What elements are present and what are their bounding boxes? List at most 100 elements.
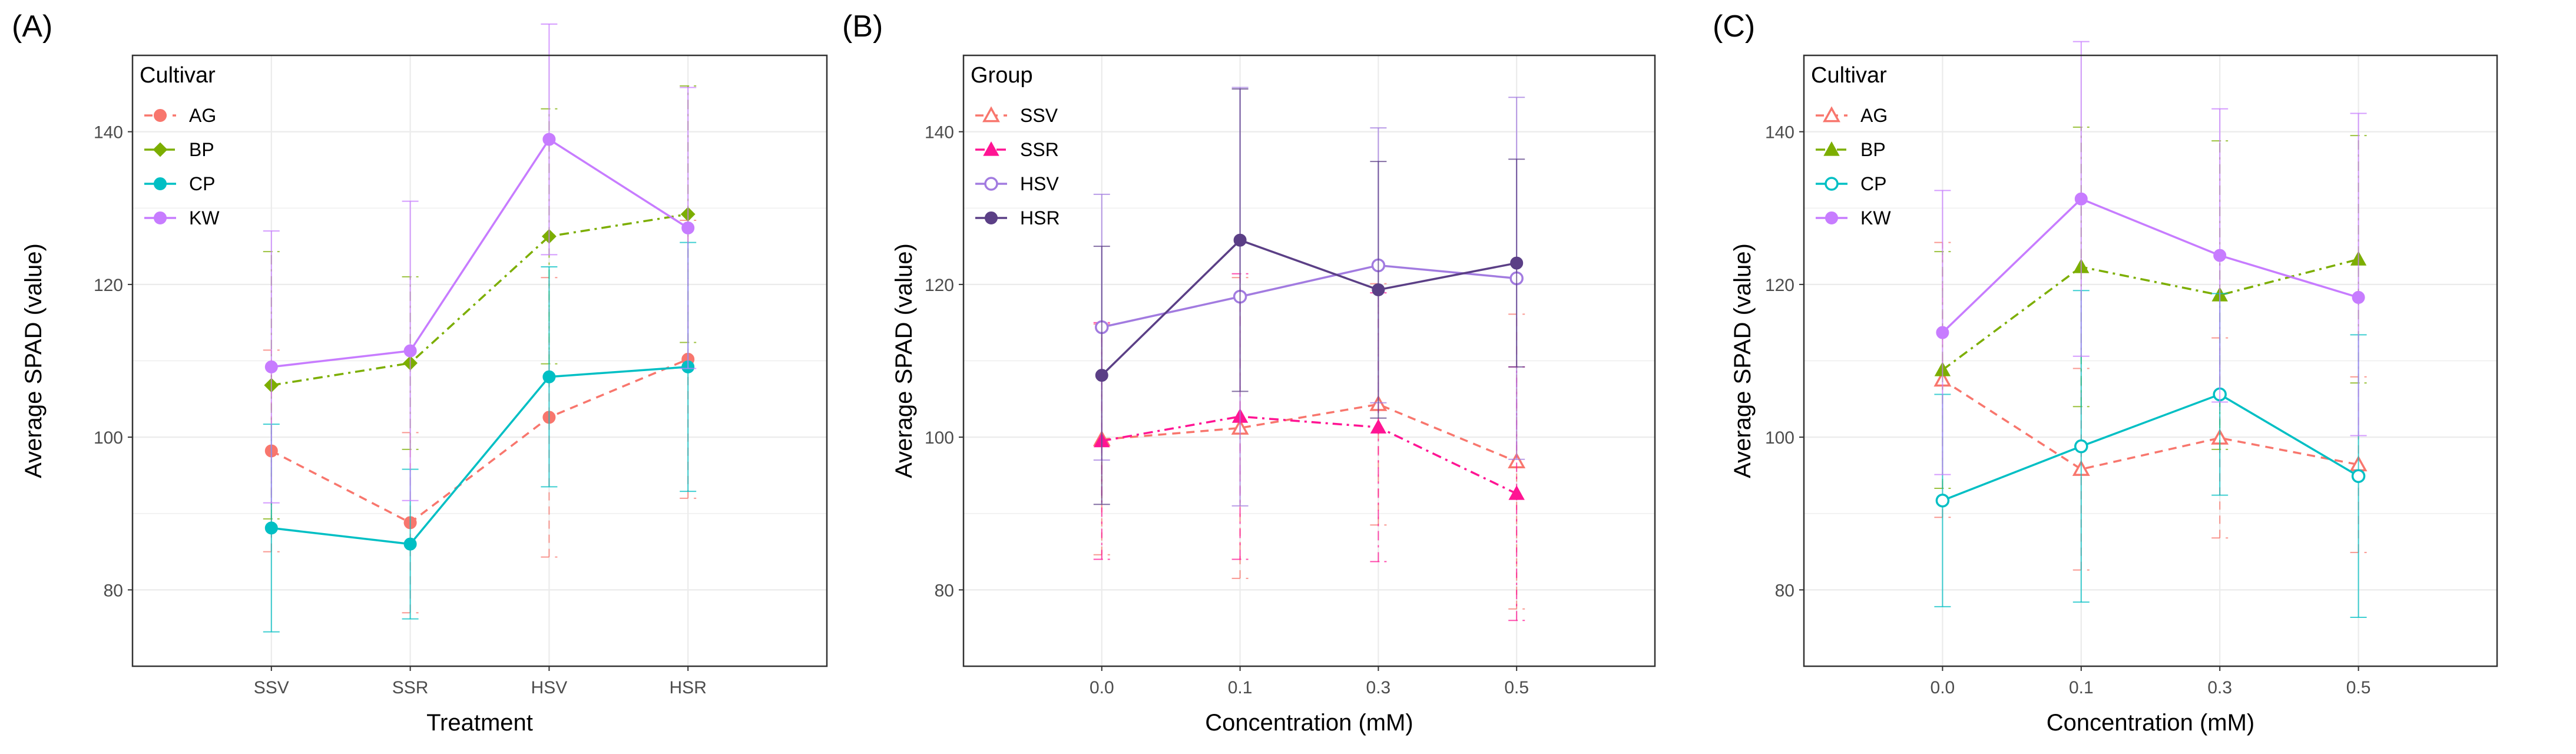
series-line [1101, 264, 1517, 329]
series-line [1101, 239, 1517, 376]
legend-key-marker [153, 142, 168, 157]
legend-key-marker [1823, 141, 1840, 156]
legend-key-marker [1823, 106, 1840, 123]
legend: Cultivar AG BP CP KW [1811, 63, 1891, 229]
x-tick-label: 0.0 [1931, 678, 1955, 697]
y-tick-label: 80 [104, 581, 123, 600]
x-tick-label: SSV [254, 678, 289, 697]
y-axis-title: Average SPAD (value) [891, 243, 917, 478]
legend-key-marker [1825, 211, 1838, 224]
data-point [264, 521, 278, 535]
legend-item: AG [1816, 105, 1888, 126]
series-HSR [1093, 88, 1525, 505]
legend-key-marker [983, 141, 999, 156]
data-point [2074, 192, 2088, 206]
series-line [1942, 393, 2359, 502]
x-tick-label: 0.5 [2346, 678, 2371, 697]
series-KW [1934, 41, 2367, 475]
panel-label: (A) [12, 9, 52, 44]
data-point [1935, 493, 1950, 508]
y-axis-title: Average SPAD (value) [1730, 243, 1756, 478]
data-point [403, 344, 417, 358]
y-tick-label: 100 [925, 428, 954, 448]
data-point [1370, 419, 1387, 434]
y-tick-label: 120 [1765, 276, 1794, 295]
y-tick-label: 120 [925, 276, 954, 295]
data-point [542, 370, 556, 383]
legend-title: Cultivar [1811, 63, 1887, 88]
y-axis-title: Average SPAD (value) [21, 243, 47, 478]
legend-label: AG [189, 105, 216, 126]
legend-label: BP [1860, 139, 1886, 160]
legend-item: HSR [975, 207, 1060, 229]
y-tick-label: 140 [1765, 123, 1794, 143]
data-point [2074, 439, 2088, 454]
series-line [270, 358, 688, 524]
legend-item: KW [144, 207, 220, 229]
x-tick-label: HSR [670, 678, 707, 697]
legend-item: SSV [975, 105, 1058, 126]
legend-label: AG [1860, 105, 1888, 126]
panel-border [962, 54, 1656, 667]
series-CP [1934, 290, 2367, 619]
legend-label: HSR [1020, 207, 1060, 229]
error-bar [2350, 113, 2367, 436]
x-tick-label: 0.3 [1366, 678, 1391, 697]
data-point [542, 133, 556, 146]
series-line [1101, 403, 1517, 463]
x-axis-title: Concentration (mM) [2047, 710, 2254, 736]
legend: Cultivar AG BP CP KW [140, 63, 220, 229]
legend-label: SSV [1020, 105, 1058, 126]
legend-item: HSV [975, 173, 1059, 194]
y-tick-label: 120 [94, 276, 123, 295]
legend-item: BP [144, 139, 214, 160]
panel-border [1803, 54, 2498, 667]
x-tick-label: 0.3 [2207, 678, 2232, 697]
legend-key-marker [154, 177, 167, 190]
data-point [1372, 283, 1385, 296]
series-line [1101, 415, 1517, 495]
series-line [271, 213, 688, 386]
data-point [403, 537, 417, 551]
legend-key-marker [985, 211, 998, 224]
legend-label: CP [1860, 173, 1886, 194]
legend-label: BP [189, 139, 214, 160]
data-point [1233, 233, 1247, 247]
data-point [681, 221, 695, 234]
series-line [1942, 197, 2359, 333]
data-point [1508, 485, 1525, 500]
legend-item: BP [1816, 139, 1886, 160]
series-KW [263, 23, 697, 504]
data-point [264, 360, 278, 373]
data-point [2213, 249, 2227, 262]
legend-key-marker [984, 177, 998, 191]
series-line [271, 138, 689, 368]
legend: Group SSV SSR HSV HSR [971, 63, 1060, 229]
series-line [271, 366, 688, 545]
x-tick-label: 0.1 [1228, 678, 1253, 697]
legend-item: CP [1816, 173, 1886, 194]
chart-panel-2: 80 100 120 140 0.0 0.1 0.3 0.5 Concentration (mM… [842, 9, 1656, 736]
y-tick-label: 80 [1775, 581, 1794, 600]
x-axis-title: Concentration (mM) [1205, 710, 1413, 736]
legend-label: KW [1860, 207, 1891, 229]
y-tick-label: 80 [935, 581, 954, 600]
x-tick-label: HSV [531, 678, 568, 697]
legend-item: KW [1816, 207, 1891, 229]
y-tick-label: 140 [925, 123, 954, 143]
legend-label: KW [189, 207, 220, 229]
legend-key-marker [1825, 177, 1839, 191]
x-axis-title: Treatment [426, 710, 533, 736]
panel-label: (B) [842, 9, 883, 44]
data-point [2351, 469, 2366, 483]
legend-title: Group [971, 63, 1033, 88]
legend-label: SSR [1020, 139, 1059, 160]
y-tick-label: 100 [94, 428, 123, 448]
legend-item: CP [144, 173, 215, 194]
chart-panel-3: 80 100 120 140 0.0 0.1 0.3 0.5 Concentration (mM… [1713, 9, 2498, 736]
x-tick-label: 0.5 [1504, 678, 1529, 697]
y-tick-label: 140 [94, 123, 123, 143]
legend-label: CP [189, 173, 215, 194]
panel-label: (C) [1713, 9, 1755, 44]
